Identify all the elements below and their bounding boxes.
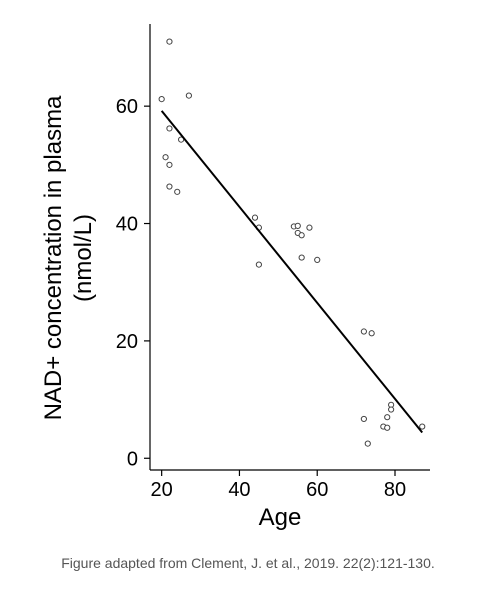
data-point <box>384 414 391 421</box>
data-point <box>360 328 367 335</box>
regression-line-group <box>160 110 423 434</box>
data-point <box>306 224 313 231</box>
data-point <box>298 232 305 239</box>
y-axis-label: NAD+ concentration in plasma (nmol/L) <box>40 95 97 420</box>
data-point <box>314 256 321 264</box>
x-tick-label: 40 <box>228 479 250 501</box>
y-tick-label: 20 <box>116 331 138 353</box>
data-point <box>298 254 305 261</box>
data-point <box>158 96 165 103</box>
x-tick-label: 60 <box>306 479 328 501</box>
regression-line <box>160 110 423 434</box>
data-point <box>384 424 391 431</box>
y-tick-label: 60 <box>116 96 138 118</box>
data-point <box>162 154 169 161</box>
y-tick-label: 0 <box>127 448 138 470</box>
y-tick-label: 40 <box>116 214 138 236</box>
y-axis-label-line-2: (nmol/L) <box>70 214 97 302</box>
data-point <box>251 214 259 221</box>
chart-svg: 0 20 40 60 20 40 60 80 Age NAD+ concentration i… <box>40 24 430 531</box>
scatter-chart: 0 20 40 60 20 40 60 80 Age NAD+ concentration i… <box>40 24 430 531</box>
data-point <box>388 406 395 413</box>
data-point <box>360 415 367 423</box>
data-point <box>166 183 173 190</box>
data-point <box>185 92 192 99</box>
data-point <box>166 38 173 45</box>
x-tick-label: 20 <box>151 479 173 501</box>
figure-caption: Figure adapted from Clement, J. et al., … <box>61 555 435 571</box>
data-point <box>166 161 173 168</box>
x-axis-label: Age <box>259 504 302 531</box>
data-point <box>166 125 173 132</box>
data-point <box>174 188 181 195</box>
data-point <box>294 222 301 229</box>
data-points <box>158 38 426 447</box>
data-point <box>255 261 262 268</box>
data-point <box>419 423 426 430</box>
y-axis-label-line-1: NAD+ concentration in plasma <box>40 95 67 420</box>
data-point <box>368 330 375 337</box>
x-tick-label: 80 <box>384 479 406 501</box>
axes: 0 20 40 60 20 40 60 80 <box>116 24 430 501</box>
data-point <box>364 440 371 447</box>
